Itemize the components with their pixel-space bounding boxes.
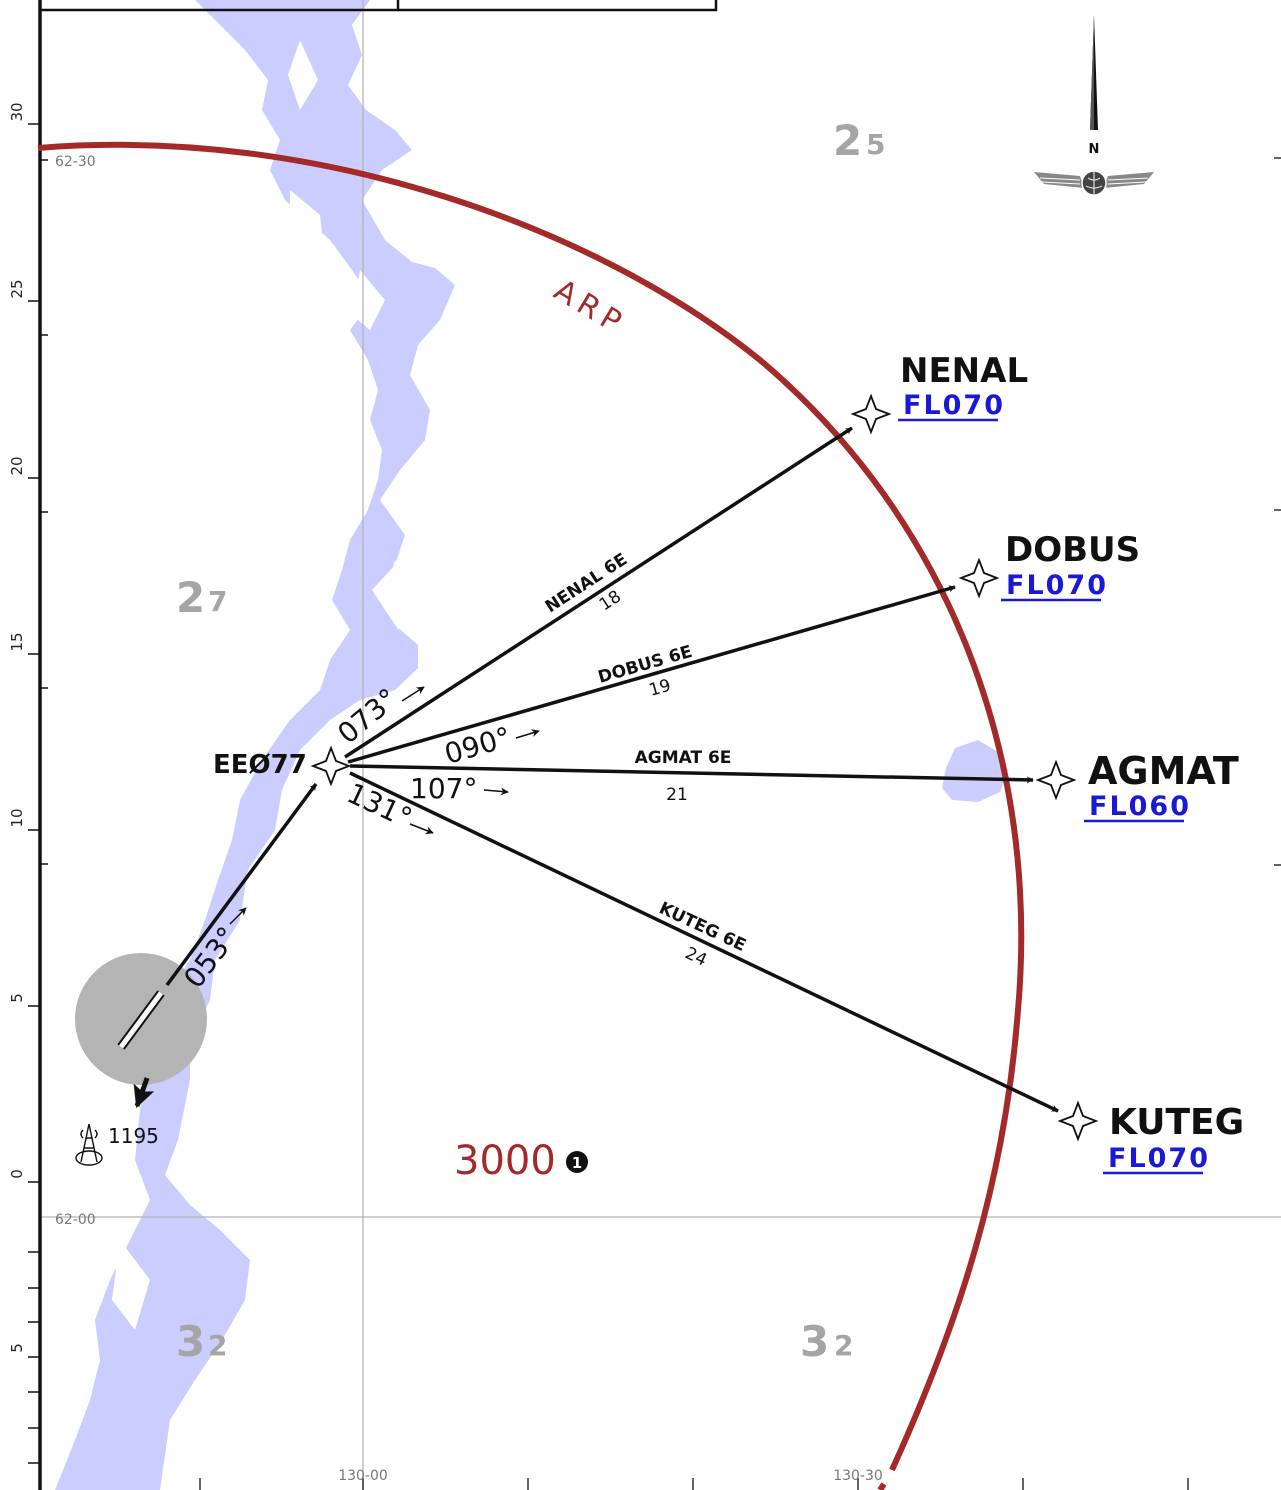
arp-radius-arc [37, 141, 1025, 1472]
msa-sector-32-right: 3 2 [800, 1317, 853, 1366]
obstacle-elevation: 1195 [108, 1124, 159, 1148]
scale-label-25: 25 [8, 279, 26, 298]
waypoint-name-nenal: NENAL [900, 351, 1028, 391]
route-distance-kuteg: 24 [682, 943, 710, 970]
msa-sector-27: 2 7 [176, 573, 227, 622]
four-point-star-icon [850, 393, 892, 435]
msa-sector-32-left: 3 2 [176, 1317, 227, 1366]
right-scale-ticks [1274, 157, 1281, 866]
distance-scale: 30 25 20 15 10 5 0 5 [8, 0, 48, 1490]
route-name-dobus: DOBUS 6E [596, 642, 695, 688]
arp-radius-arc-tail [877, 1482, 887, 1490]
start-fix-waypoint-icon [310, 745, 352, 787]
arc-label: ARP [548, 273, 632, 343]
waypoint-level-nenal: FL070 [903, 390, 1005, 421]
four-point-star-icon [1057, 1100, 1099, 1142]
svg-text:2: 2 [176, 573, 205, 622]
bottom-scale-ticks [199, 1478, 1189, 1490]
waypoint-nenal: NENAL FL070 [850, 351, 1028, 435]
route-kuteg: KUTEG 6E 24 131° [342, 771, 1059, 1113]
route-nenal: NENAL 6E 18 073° [331, 426, 853, 759]
route-distance-dobus: 19 [647, 676, 673, 701]
start-fix-name: EEØ77 [213, 750, 307, 780]
route-name-agmat: AGMAT 6E [635, 748, 732, 768]
airport-circle [75, 953, 207, 1085]
north-arrow-icon: N [1089, 15, 1100, 157]
lat-label-top: 62-30 [55, 154, 96, 170]
river-water [55, 0, 1008, 1490]
scale-label-20: 20 [8, 456, 26, 475]
waypoint-name-dobus: DOBUS [1005, 530, 1140, 570]
lat-label-bottom: 62-00 [55, 1212, 96, 1228]
river-islands [112, 40, 412, 1330]
svg-text:N: N [1089, 142, 1100, 157]
svg-text:7: 7 [208, 585, 227, 618]
svg-text:2: 2 [833, 116, 862, 165]
four-point-star-icon [1035, 759, 1077, 801]
waypoint-agmat: AGMAT FL060 [1035, 749, 1239, 823]
scale-label-15: 15 [8, 632, 26, 651]
svg-text:5: 5 [866, 128, 885, 161]
route-distance-agmat: 21 [666, 785, 688, 805]
minimum-altitude: 3000 [454, 1138, 556, 1184]
waypoint-name-agmat: AGMAT [1088, 749, 1239, 793]
scale-label-5-south: 5 [8, 1343, 26, 1353]
scale-label-30: 30 [8, 102, 26, 121]
svg-text:2: 2 [208, 1329, 227, 1362]
waypoint-name-kuteg: KUTEG [1109, 1102, 1244, 1143]
scale-label-0: 0 [8, 1169, 26, 1179]
antenna-obstacle-icon [75, 1123, 103, 1166]
waypoint-dobus: DOBUS FL070 [958, 530, 1140, 602]
svg-text:2: 2 [834, 1329, 853, 1362]
scale-label-5: 5 [8, 993, 26, 1003]
waypoint-level-dobus: FL070 [1006, 570, 1108, 601]
waypoint-level-agmat: FL060 [1089, 791, 1191, 822]
svg-text:1: 1 [572, 1154, 582, 1172]
header-box-fragment [38, 0, 718, 12]
scale-label-10: 10 [8, 808, 26, 827]
runway-direction-arrow [133, 1077, 155, 1109]
waypoint-level-kuteg: FL070 [1108, 1143, 1210, 1174]
lon-label-left: 130-00 [338, 1468, 388, 1484]
waypoint-kuteg: KUTEG FL070 [1057, 1100, 1244, 1175]
info-circle-icon: 1 [566, 1151, 588, 1173]
route-course-dobus: 090° [441, 720, 515, 770]
svg-text:3: 3 [800, 1317, 829, 1366]
msa-sector-25: 2 5 [833, 116, 885, 165]
winged-globe-icon [1034, 170, 1154, 196]
svg-text:3: 3 [176, 1317, 205, 1366]
lon-label-right: 130-30 [833, 1468, 883, 1484]
four-point-star-icon [958, 557, 1000, 599]
route-course-agmat: 107° [410, 772, 477, 805]
route-agmat: AGMAT 6E 21 107° [349, 748, 1034, 805]
route-dobus: DOBUS 6E 19 090° [347, 585, 956, 771]
